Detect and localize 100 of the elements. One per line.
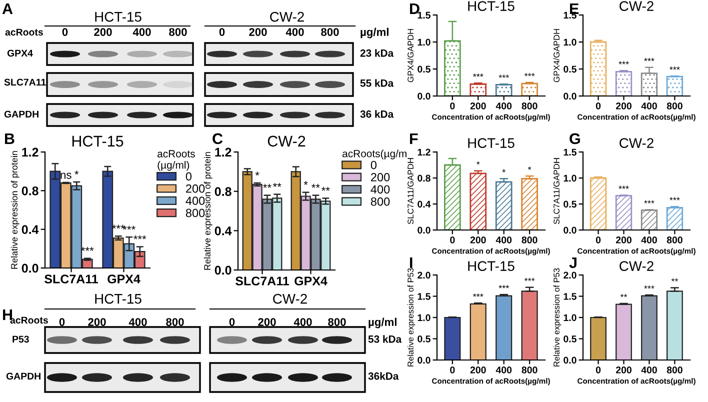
legend-label: 400 xyxy=(370,185,390,194)
x-tick-label: 800 xyxy=(522,366,538,374)
x-tick-label: GPX4 xyxy=(108,274,140,284)
x-tick-label: 200 xyxy=(616,102,632,110)
bar xyxy=(470,303,486,360)
y-tick-label: 0.8 xyxy=(418,174,430,182)
y-tick-label: 1.0 xyxy=(418,38,430,46)
text: G xyxy=(570,133,580,144)
text: HCT-15 xyxy=(95,12,142,22)
bar xyxy=(496,295,512,360)
x-tick-label: 400 xyxy=(641,236,657,244)
legend-label: 200 xyxy=(371,173,390,182)
y-axis-title: GPX4/GAPDH xyxy=(553,29,560,82)
text: 200 xyxy=(94,28,112,36)
chart-title: HCT-15 xyxy=(72,136,124,147)
y-tick-label: 0.8 xyxy=(214,187,232,196)
y-axis-title: Relative expression of protein xyxy=(204,152,212,270)
y-tick-label: 1.5 xyxy=(418,12,430,19)
bar xyxy=(521,290,538,360)
x-tick-label: 800 xyxy=(522,102,538,110)
x-tick-label: 400 xyxy=(641,102,657,110)
text: 200 xyxy=(258,318,276,326)
data-label: *** xyxy=(644,286,654,289)
legend-label: 800 xyxy=(186,208,205,218)
y-tick-label: 0.0 xyxy=(564,226,576,234)
y-tick-label: 0.4 xyxy=(214,226,232,236)
x-tick-label: 400 xyxy=(496,102,512,110)
text: 800 xyxy=(328,318,346,326)
x-tick-label: 200 xyxy=(616,366,632,374)
bar xyxy=(666,206,684,230)
data-label: *** xyxy=(524,73,535,76)
y-axis-title: Relative expression of P53 xyxy=(407,268,416,366)
data-label: *** xyxy=(644,58,654,62)
bar xyxy=(641,295,658,360)
y-axis-title: SLC7A11/GAPDH xyxy=(407,158,414,224)
data-label: * xyxy=(74,170,79,175)
bar xyxy=(615,194,632,230)
y-tick-label: 0.0 xyxy=(418,226,430,234)
y-tick-label: 1.0 xyxy=(564,314,576,322)
y-tick-label: 1.0 xyxy=(418,314,430,322)
bar xyxy=(444,316,461,360)
text: 36kDa xyxy=(368,372,399,380)
text: 36 kDa xyxy=(360,110,394,118)
y-axis-title: SLC7A11/GAPDH xyxy=(553,158,560,224)
y-axis-title: GPX4/GAPDH xyxy=(407,29,414,82)
text: 23 kDa xyxy=(360,49,394,57)
y-tick-label: 1.2 xyxy=(22,148,38,157)
text: C xyxy=(212,133,223,144)
y-tick-label: 0.0 xyxy=(418,356,430,364)
x-tick-label: GPX4 xyxy=(294,276,328,286)
bar xyxy=(470,83,487,96)
data-label: *** xyxy=(618,186,629,189)
text: 800 xyxy=(321,28,339,36)
x-tick-label: 0 xyxy=(450,236,455,244)
bar xyxy=(521,178,538,230)
text: D xyxy=(410,3,420,14)
x-tick-label: 200 xyxy=(470,236,486,244)
y-tick-label: 0.5 xyxy=(564,200,576,208)
text: acRoots xyxy=(10,316,48,324)
data-label: *** xyxy=(473,294,484,297)
text: 800 xyxy=(166,318,184,326)
bar xyxy=(590,41,607,96)
y-tick-label: 0.0 xyxy=(22,264,38,273)
text: A xyxy=(2,3,13,14)
x-tick-label: 0 xyxy=(596,236,601,244)
y-tick-label: 0.5 xyxy=(418,335,430,342)
legend-label: 800 xyxy=(370,197,390,206)
text: µg/ml xyxy=(368,318,396,328)
y-tick-label: 0.5 xyxy=(564,66,576,73)
text: GAPDH xyxy=(4,110,38,118)
y-tick-label: 0.0 xyxy=(564,92,576,100)
text: 400 xyxy=(128,318,147,326)
y-tick-label: 0.0 xyxy=(418,92,430,100)
bar xyxy=(495,181,512,230)
chart-title: CW-2 xyxy=(620,1,654,11)
x-tick-label: 0 xyxy=(596,366,601,374)
text: B xyxy=(5,133,14,144)
y-tick-label: 1.0 xyxy=(564,174,576,182)
y-tick-label: 0.0 xyxy=(214,266,232,275)
data-label: *** xyxy=(670,197,680,200)
data-label: ** xyxy=(620,294,628,298)
y-tick-label: 1.0 xyxy=(564,38,576,46)
chart-title: HCT-15 xyxy=(468,1,514,11)
bar xyxy=(495,84,512,96)
bar xyxy=(615,71,632,96)
text: µg/ml xyxy=(360,28,388,38)
data-label: * xyxy=(304,180,308,185)
y-tick-label: 1.2 xyxy=(215,148,232,157)
bar xyxy=(616,304,632,360)
y-tick-label: 2.0 xyxy=(418,272,430,279)
data-label: * xyxy=(255,172,260,176)
y-axis-title: Relative expression of P53 xyxy=(553,268,562,366)
text: H xyxy=(3,309,12,320)
data-label: *** xyxy=(618,61,629,64)
text: SLC7A11 xyxy=(4,78,46,86)
legend-label: 0 xyxy=(370,160,377,170)
text: 800 xyxy=(169,28,187,36)
chart-title: HCT-15 xyxy=(468,138,514,148)
data-label: * xyxy=(502,169,506,172)
text: GPX4 xyxy=(7,50,33,57)
